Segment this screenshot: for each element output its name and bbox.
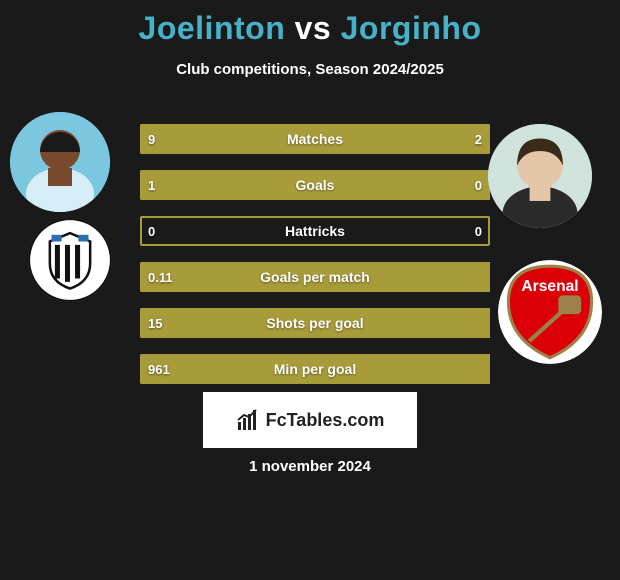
bar-label: Goals <box>140 170 490 200</box>
club-crest-icon: Arsenal <box>498 260 602 364</box>
bar-label: Goals per match <box>140 262 490 292</box>
subtitle: Club competitions, Season 2024/2025 <box>0 61 620 78</box>
avatar-player-right <box>488 124 592 228</box>
bar-row: 0.11Goals per match <box>140 262 490 292</box>
avatar-player-left <box>10 112 110 212</box>
bar-label: Hattricks <box>140 216 490 246</box>
bar-row: 961Min per goal <box>140 354 490 384</box>
bar-row: 10Goals <box>140 170 490 200</box>
club-crest-icon <box>28 218 112 302</box>
bar-row: 92Matches <box>140 124 490 154</box>
date-label: 1 november 2024 <box>0 458 620 475</box>
branding-text: FcTables.com <box>266 410 385 431</box>
bar-row: 00Hattricks <box>140 216 490 246</box>
bar-row: 15Shots per goal <box>140 308 490 338</box>
title-vs: vs <box>285 10 340 46</box>
page-title: Joelinton vs Jorginho <box>0 0 620 47</box>
title-player-left: Joelinton <box>139 10 286 46</box>
club-badge-left <box>28 218 112 302</box>
title-player-right: Jorginho <box>341 10 482 46</box>
bar-label: Shots per goal <box>140 308 490 338</box>
chart-icon <box>236 408 260 432</box>
svg-text:Arsenal: Arsenal <box>521 278 578 295</box>
person-icon <box>10 112 110 212</box>
comparison-bars: 92Matches 10Goals 00Hattricks 0.11Goals per… <box>140 124 490 400</box>
bar-label: Min per goal <box>140 354 490 384</box>
club-badge-right: Arsenal <box>498 260 602 364</box>
bar-label: Matches <box>140 124 490 154</box>
comparison-card: Joelinton vs Jorginho Club competitions,… <box>0 0 620 580</box>
person-icon <box>488 124 592 228</box>
branding: FcTables.com <box>236 408 385 432</box>
branding-box: FcTables.com <box>203 392 417 448</box>
